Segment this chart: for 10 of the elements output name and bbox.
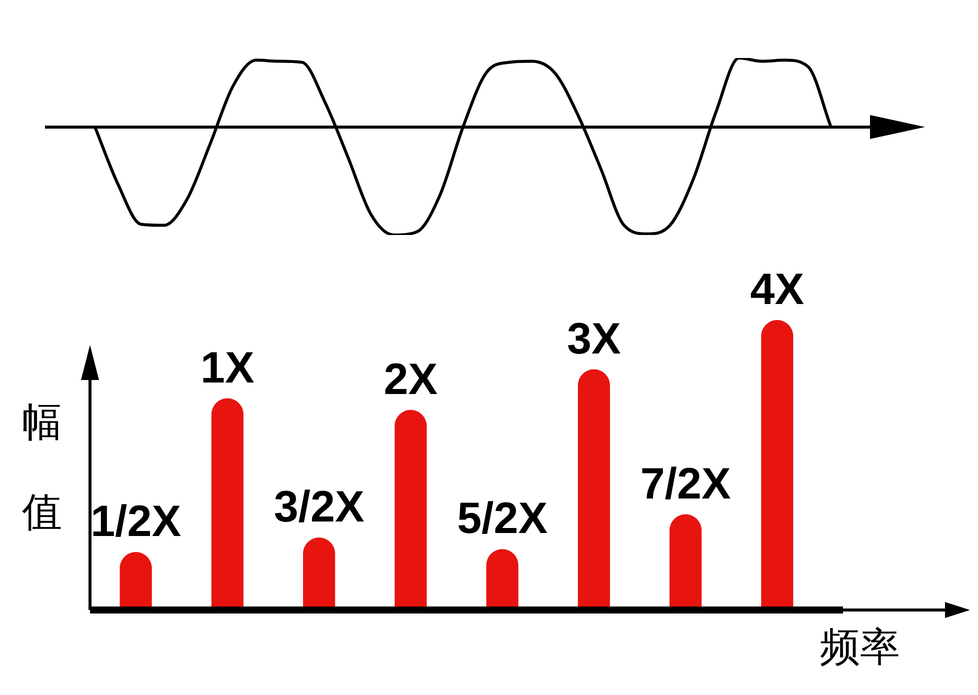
- x-axis-title: 频率: [820, 624, 900, 670]
- x-tick-label: 2X: [384, 355, 438, 404]
- x-tick-label: 1X: [200, 343, 254, 392]
- x-tick-label: 4X: [750, 265, 804, 314]
- y-axis-title: 幅值: [22, 399, 62, 536]
- x-tick-label: 5/2X: [457, 494, 548, 544]
- x-tick-label: 3X: [567, 314, 621, 364]
- x-tick-label: 3/2X: [274, 482, 364, 532]
- x-tick-label: 1/2X: [90, 497, 182, 546]
- x-tick-label: 7/2X: [640, 459, 731, 508]
